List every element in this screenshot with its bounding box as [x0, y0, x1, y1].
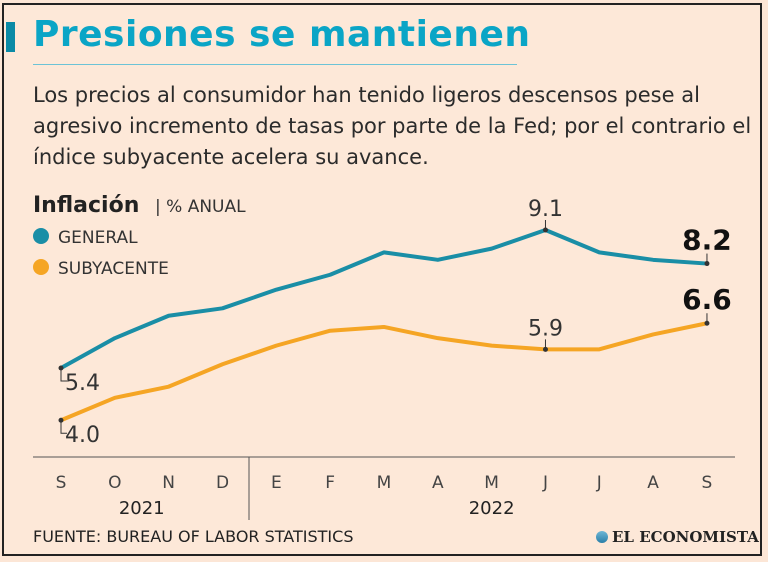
chart-title: Presiones se mantienen: [33, 14, 531, 55]
legend-swatch-0: [33, 228, 49, 244]
x-tick-label: E: [271, 473, 282, 493]
x-tick-label: M: [377, 473, 392, 493]
x-tick-label: N: [162, 473, 175, 493]
legend-swatch-1: [33, 259, 49, 275]
data-label: 8.2: [682, 224, 732, 257]
legend-unit: | % ANUAL: [155, 197, 246, 217]
x-tick-label: O: [108, 473, 121, 493]
data-label: 9.1: [528, 197, 563, 222]
publisher-logo: EL ECONOMISTA: [596, 528, 759, 546]
x-tick-label: S: [56, 473, 67, 493]
chart-frame: [2, 3, 762, 556]
title-divider: [33, 64, 517, 65]
x-tick-label: A: [432, 473, 444, 493]
year-label: 2022: [469, 498, 515, 519]
annotation-leader: [60, 420, 67, 434]
x-tick-label: M: [484, 473, 499, 493]
x-tick-label: J: [596, 473, 602, 493]
x-tick-label: D: [216, 473, 229, 493]
title-accent-bar: [6, 22, 15, 52]
legend-label-1: SUBYACENTE: [58, 259, 169, 279]
year-label: 2021: [119, 498, 165, 519]
annotation-leader: [60, 368, 67, 382]
legend-label-0: GENERAL: [58, 228, 138, 248]
logo-text: EL ECONOMISTA: [612, 528, 759, 546]
legend-title: Inflación: [33, 193, 139, 218]
data-label: 5.4: [65, 371, 100, 396]
data-label: 6.6: [682, 283, 732, 316]
data-label: 4.0: [65, 423, 100, 448]
series-line-subyacente: [60, 321, 708, 423]
x-tick-label: J: [542, 473, 548, 493]
data-label: 5.9: [528, 316, 563, 341]
chart-subtitle: Los precios al consumidor han tenido lig…: [33, 83, 752, 169]
x-tick-label: S: [702, 473, 713, 493]
x-tick-label: F: [325, 473, 335, 493]
x-tick-label: A: [647, 473, 659, 493]
globe-icon: [596, 531, 608, 543]
source-note: FUENTE: BUREAU OF LABOR STATISTICS: [33, 527, 354, 546]
